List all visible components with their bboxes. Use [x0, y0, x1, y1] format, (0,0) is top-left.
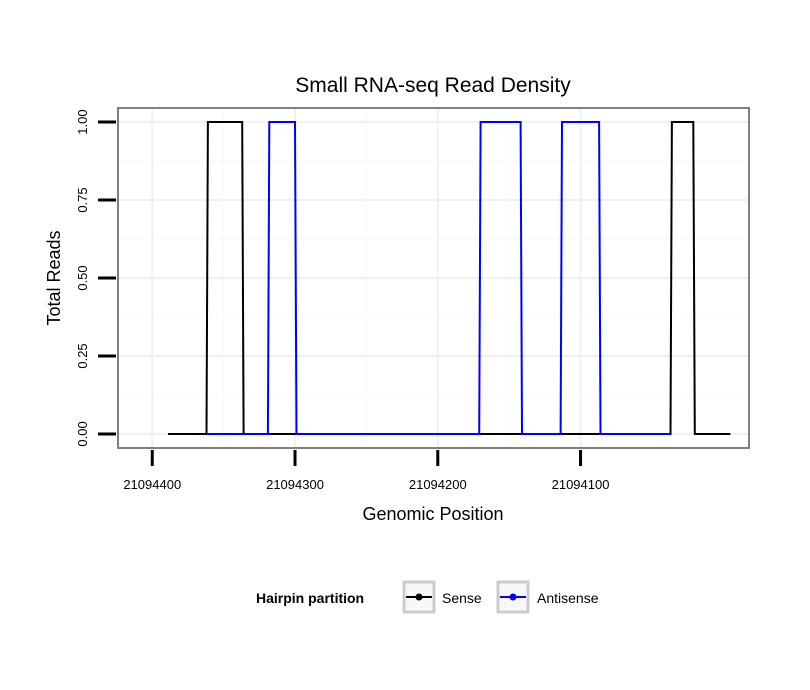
x-axis-title: Genomic Position	[362, 504, 503, 524]
legend-label-sense: Sense	[442, 590, 482, 606]
chart-title: Small RNA-seq Read Density	[295, 74, 571, 97]
x-tick-label: 21094400	[123, 477, 181, 492]
legend-title: Hairpin partition	[256, 590, 364, 606]
x-tick-label: 21094200	[409, 477, 467, 492]
y-tick-label: 1.00	[75, 109, 90, 134]
legend-item-antisense[interactable]: Antisense	[496, 580, 599, 614]
x-tick-label: 21094300	[266, 477, 324, 492]
y-tick-label: 0.00	[75, 421, 90, 446]
legend-item-sense[interactable]: Sense	[402, 580, 482, 614]
series-group	[168, 121, 731, 435]
y-tick-label: 0.25	[75, 343, 90, 368]
legend-label-antisense: Antisense	[537, 590, 599, 606]
legend-key-point-sense	[415, 593, 423, 601]
legend-key-box-antisense	[496, 580, 530, 614]
legend: Hairpin partition Sense Antisense	[256, 580, 599, 614]
y-tick-label: 0.50	[75, 265, 90, 290]
plot-panel-border	[117, 107, 750, 449]
y-tick-label: 0.75	[75, 187, 90, 212]
x-axis: 21094400 21094300 21094200 21094100	[123, 450, 609, 492]
y-axis-title: Total Reads	[44, 230, 64, 325]
x-tick-label: 21094100	[552, 477, 610, 492]
grid	[118, 108, 749, 448]
legend-key-point-antisense	[509, 593, 517, 601]
series-line-antisense	[206, 121, 671, 435]
plot-panel	[117, 107, 750, 449]
y-axis: 0.00 0.25 0.50 0.75 1.00	[75, 109, 116, 447]
